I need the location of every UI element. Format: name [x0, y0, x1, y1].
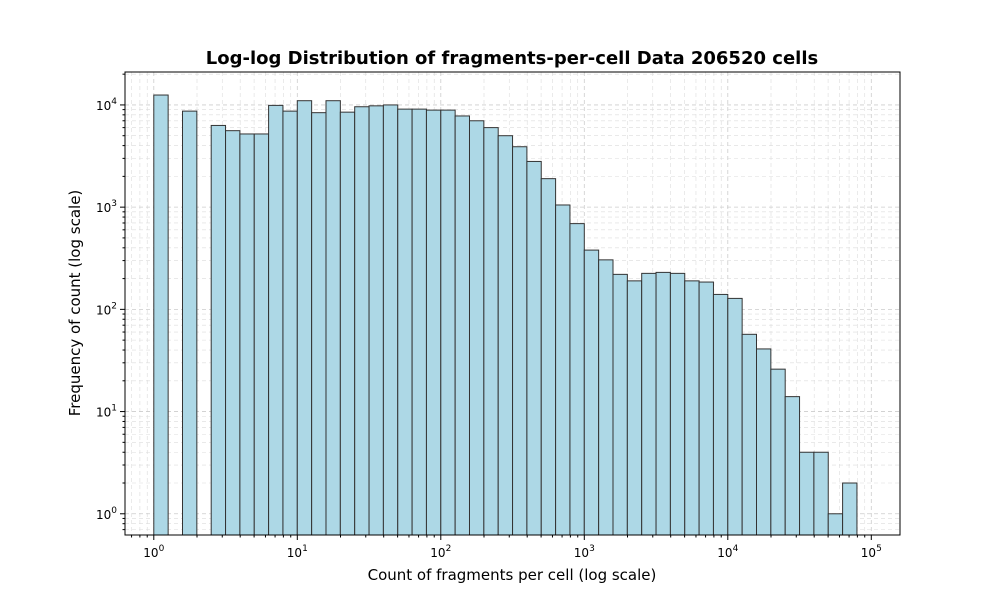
- x-tick-label: 105: [861, 544, 882, 560]
- histogram-bar: [799, 451, 815, 536]
- histogram-bar: [540, 178, 557, 536]
- histogram-bar: [784, 396, 801, 536]
- y-tick-label: 104: [96, 97, 117, 113]
- histogram-bar: [813, 451, 829, 536]
- y-axis-ticks: 100 101 102 103 104: [96, 73, 125, 531]
- histogram-bar: [454, 115, 470, 536]
- histogram-bar: [425, 109, 442, 536]
- x-tick-label: 101: [287, 544, 308, 560]
- histogram-bar: [497, 135, 514, 536]
- histogram-bar: [253, 133, 270, 536]
- histogram-bar: [669, 272, 686, 536]
- histogram-bar: [354, 106, 370, 536]
- histogram-bar: [755, 348, 772, 536]
- x-axis-label: Count of fragments per cell (log scale): [368, 566, 657, 584]
- histogram-bars: [153, 94, 858, 536]
- histogram-bar: [712, 293, 729, 536]
- histogram-bar: [612, 273, 628, 536]
- plot-frame: [124, 71, 901, 536]
- histogram-bar: [181, 110, 198, 536]
- x-tick-label: 102: [430, 544, 451, 560]
- histogram-bar: [698, 281, 714, 536]
- y-tick-label: 100: [96, 506, 117, 522]
- x-tick-label: 103: [574, 544, 595, 560]
- histogram-bar: [239, 133, 255, 536]
- histogram-bar: [296, 100, 313, 536]
- histogram-bar: [583, 249, 600, 536]
- histogram-bar: [268, 104, 284, 536]
- histogram-bar: [569, 223, 585, 536]
- histogram-bar: [153, 94, 169, 536]
- histogram-bar: [827, 513, 844, 536]
- histogram-bar: [512, 146, 528, 536]
- histogram-bar: [397, 108, 413, 536]
- histogram-bar: [770, 368, 786, 536]
- y-tick-label: 103: [96, 199, 117, 215]
- histogram-bar: [325, 100, 341, 536]
- x-axis-ticks: 100 101 102 103 104 105: [131, 535, 882, 560]
- histogram-bar: [411, 108, 427, 536]
- histogram-bar: [483, 127, 499, 536]
- histogram-bar: [339, 111, 356, 536]
- histogram-bar: [282, 110, 298, 536]
- histogram-bar: [842, 482, 858, 536]
- y-tick-label: 102: [96, 301, 117, 317]
- histogram-bar: [440, 109, 456, 536]
- x-tick-label: 104: [717, 544, 738, 560]
- histogram-bar: [368, 105, 384, 536]
- histogram-bar: [727, 297, 743, 536]
- y-axis-label: Frequency of count (log scale): [66, 190, 84, 417]
- histogram-bar: [684, 280, 700, 536]
- histogram-bar: [741, 333, 757, 536]
- histogram-bar: [210, 124, 227, 536]
- histogram-bar: [225, 130, 241, 536]
- histogram-bar: [626, 280, 643, 536]
- histogram-bar: [598, 259, 614, 536]
- histogram-bar: [555, 204, 571, 536]
- histogram-bar: [468, 120, 485, 536]
- histogram-bar: [311, 112, 327, 536]
- histogram-bar: [655, 271, 671, 536]
- histogram-bar: [526, 160, 542, 536]
- x-tick-label: 100: [143, 544, 164, 560]
- histogram-bar: [382, 104, 399, 536]
- y-tick-label: 101: [96, 404, 117, 420]
- histogram-bar: [641, 272, 657, 536]
- chart-title: Log-log Distribution of fragments-per-ce…: [206, 48, 818, 69]
